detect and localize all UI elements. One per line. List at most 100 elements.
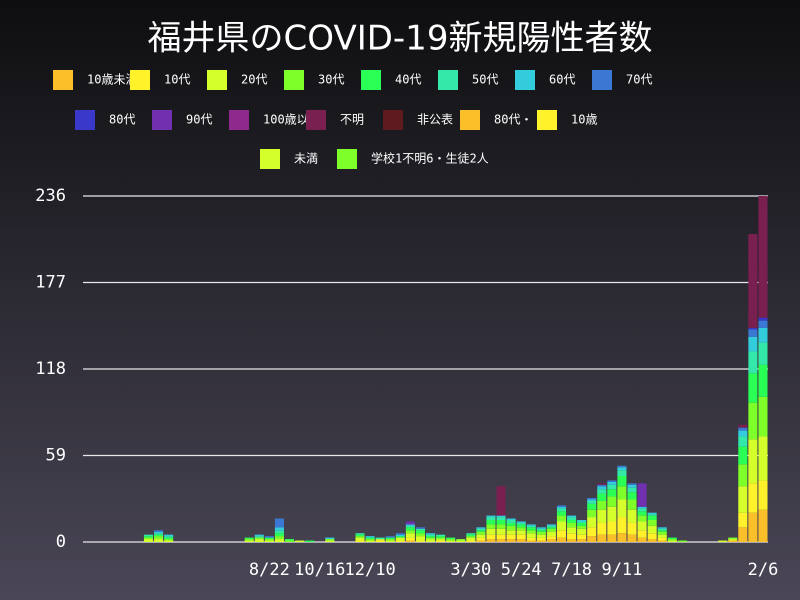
bar-segment: [395, 534, 405, 537]
legend-swatch: [130, 70, 150, 90]
x-tick-label: 7/18: [551, 560, 592, 580]
bar-segment: [496, 520, 506, 525]
bar-segment: [546, 531, 556, 537]
bar-segment: [426, 539, 436, 542]
bar-segment: [556, 508, 567, 512]
bar-segment: [597, 484, 607, 487]
bar-segment: [758, 196, 768, 318]
legend-swatch: [306, 110, 326, 130]
bar-segment: [486, 528, 496, 535]
bar-segment: [325, 537, 335, 540]
bar-segment: [466, 536, 476, 538]
bar-segment: [244, 539, 254, 541]
bar-segment: [587, 498, 597, 500]
x-tick-label: 10/16: [294, 560, 345, 580]
bar-segment: [637, 483, 647, 507]
bar-segment: [617, 467, 627, 471]
bar-segment: [607, 484, 617, 490]
bar-segment: [436, 539, 446, 541]
bar-segment: [657, 534, 667, 538]
bar-segment: [597, 486, 607, 490]
bar-segment: [496, 515, 506, 518]
bar-segment: [667, 540, 677, 542]
bar-segment: [758, 327, 768, 343]
bar-segment: [395, 540, 405, 542]
bar-segment: [587, 509, 597, 518]
bar-segment: [405, 521, 415, 525]
bar-segment: [154, 530, 164, 532]
chart-title: 福井県のCOVID-19新規陽性者数: [148, 19, 653, 59]
bar-segment: [466, 540, 476, 542]
bar-segment: [667, 537, 677, 540]
bar-segment: [567, 527, 577, 534]
bar-segment: [526, 537, 536, 541]
legend-label: 80代・: [494, 113, 532, 127]
y-tick-label: 177: [35, 273, 66, 293]
bar-segment: [496, 528, 506, 535]
bar-segment: [405, 540, 415, 542]
bar-segment: [365, 539, 375, 541]
bar-segment: [486, 534, 496, 540]
legend-label: 30代: [318, 73, 344, 87]
bar-segment: [748, 373, 758, 403]
bar-segment: [154, 534, 164, 537]
bar-segment: [506, 522, 516, 526]
bar-segment: [647, 520, 657, 526]
bar-segment: [154, 539, 164, 542]
legend-label: 10代: [164, 73, 190, 87]
bar-segment: [375, 539, 385, 541]
bar-segment: [627, 534, 637, 542]
legend-swatch: [537, 110, 557, 130]
bar-segment: [758, 396, 768, 437]
y-tick-label: 118: [35, 359, 66, 379]
bar-segment: [486, 539, 496, 542]
bar-segment: [395, 536, 405, 538]
bar-segment: [738, 512, 748, 528]
bar-segment: [657, 540, 667, 542]
bar-segment: [587, 500, 597, 504]
legend-swatch: [53, 70, 73, 90]
bar-segment: [395, 533, 405, 535]
bar-segment: [567, 539, 577, 542]
bar-segment: [284, 539, 295, 541]
bar-segment: [556, 521, 567, 531]
bar-segment: [577, 522, 587, 526]
bar-segment: [274, 530, 284, 534]
bar-segment: [617, 470, 627, 477]
bar-segment: [627, 492, 637, 500]
bar-segment: [637, 521, 647, 531]
bar-segment: [738, 436, 748, 447]
y-tick-label: 59: [46, 446, 66, 466]
bar-segment: [355, 536, 365, 538]
bar-segment: [758, 436, 768, 481]
bar-segment: [738, 464, 748, 487]
bar-segment: [758, 480, 768, 510]
bar-segment: [526, 524, 536, 526]
bar-segment: [597, 500, 607, 510]
bar-segment: [657, 528, 667, 531]
bar-segment: [446, 537, 456, 540]
bar-segment: [526, 530, 536, 534]
bar-segment: [627, 522, 637, 535]
legend-label: 50代: [472, 73, 498, 87]
bar-segment: [365, 537, 375, 540]
bar-segment: [385, 539, 395, 541]
legend-label: 学校1不明6・生徒2人: [371, 151, 489, 166]
bar-segment: [637, 506, 647, 509]
x-tick-label: 2/6: [748, 560, 779, 580]
bar-segment: [546, 527, 556, 529]
bar-segment: [577, 520, 587, 522]
bar-segment: [274, 527, 284, 531]
legend-label: 40代: [395, 73, 421, 87]
bar-segment: [556, 515, 567, 522]
bar-segment: [738, 486, 748, 513]
bar-segment: [476, 537, 486, 541]
bar-segment: [587, 503, 597, 510]
bar-segment: [758, 364, 768, 397]
bar-segment: [154, 533, 164, 535]
bar-segment: [164, 540, 174, 542]
bar-segment: [657, 531, 667, 535]
bar-segment: [516, 521, 526, 523]
bar-segment: [667, 539, 677, 541]
